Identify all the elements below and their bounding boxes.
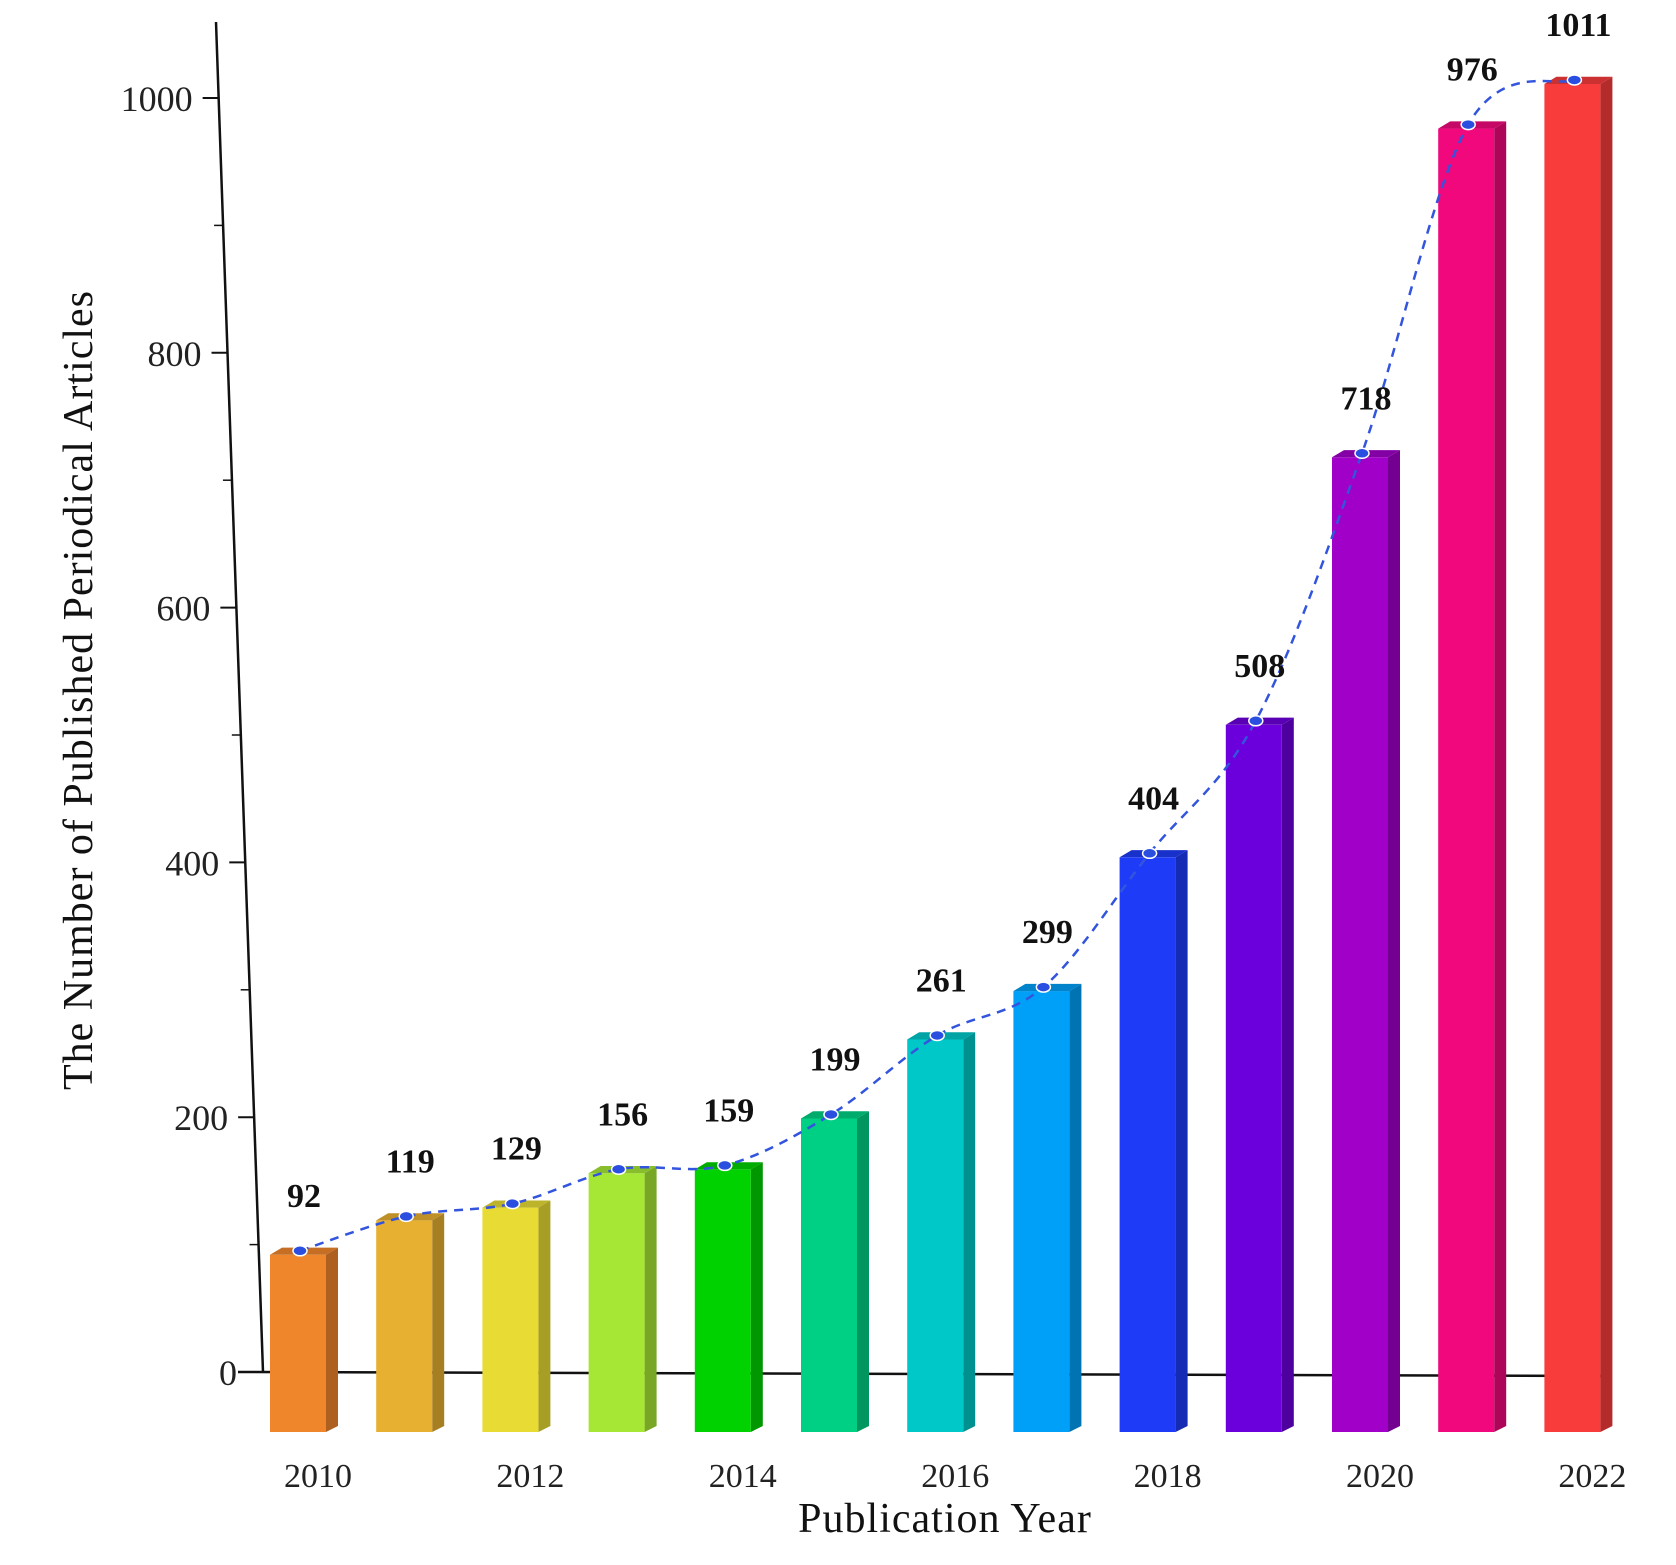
bar-2016 (907, 1039, 964, 1432)
data-label-2017: 299 (1022, 914, 1073, 951)
trend-point-2011 (398, 1210, 414, 1223)
trend-point-2010 (292, 1245, 308, 1257)
data-label-2010: 92 (287, 1178, 321, 1215)
y-tick-label-0: 0 (219, 1353, 237, 1393)
bar-side-2012 (538, 1200, 551, 1432)
bars-group (270, 76, 1613, 1433)
bar-side-2018 (1175, 850, 1188, 1432)
bar-2011 (376, 1220, 433, 1432)
data-label-2012: 129 (491, 1131, 542, 1168)
bar-side-2021 (1494, 121, 1507, 1433)
x-axis-title: Publication Year (798, 1496, 1092, 1542)
x-tick-label-2012: 2012 (496, 1458, 564, 1495)
bar-2017 (1013, 991, 1070, 1432)
bar-side-2014 (750, 1162, 763, 1432)
trend-point-2015 (823, 1108, 839, 1121)
y-tick-label-400: 400 (165, 843, 219, 883)
y-tick-label-1000: 1000 (121, 79, 193, 119)
x-tick-label-2020: 2020 (1346, 1458, 1414, 1495)
trend-point-2014 (717, 1159, 733, 1172)
labels-group: 92 119 129 156 159 199 261 299 404 508 718 976 1011 (287, 7, 1611, 1215)
x-tick-label-2022: 2022 (1558, 1458, 1626, 1495)
trend-line-group (292, 74, 1583, 1257)
data-label-2016: 261 (916, 962, 967, 999)
bar-2019 (1225, 724, 1282, 1432)
data-label-2013: 156 (597, 1096, 648, 1133)
data-label-2014: 159 (703, 1092, 754, 1129)
x-tick-label-2016: 2016 (921, 1458, 989, 1495)
y-tick-label-600: 600 (156, 589, 210, 629)
data-label-2018: 404 (1128, 780, 1179, 817)
axes: 0 200 400 600 800 1000 2010 2012 2014 2016 2018 202… (121, 21, 1626, 1495)
bar-2010 (270, 1254, 326, 1432)
y-axis-line (214, 21, 265, 1373)
trend-point-2022 (1566, 74, 1583, 86)
x-tick-label-2018: 2018 (1134, 1458, 1202, 1495)
trend-point-2017 (1035, 981, 1052, 993)
bar-2015 (801, 1118, 857, 1432)
trend-point-2021 (1460, 118, 1476, 131)
bar-2022 (1544, 83, 1601, 1433)
bar-2012 (482, 1207, 539, 1432)
bar-side-2015 (857, 1111, 869, 1432)
bar-2013 (588, 1173, 645, 1432)
y-tick-label-800: 800 (148, 334, 202, 374)
bar-side-2016 (963, 1032, 976, 1432)
x-tick-label-2014: 2014 (709, 1458, 777, 1495)
bar-2018 (1119, 857, 1176, 1432)
bar-side-2013 (644, 1166, 657, 1432)
y-tick-label-200: 200 (174, 1098, 228, 1138)
trend-point-2019 (1248, 715, 1264, 727)
y-axis-title: The Number of Published Periodical Artic… (56, 290, 102, 1090)
x-tick-label-2010: 2010 (284, 1458, 352, 1495)
bar-side-2020 (1388, 450, 1400, 1432)
trend-point-2012 (504, 1197, 521, 1210)
data-label-2020: 718 (1341, 380, 1392, 417)
data-label-2011: 119 (386, 1143, 435, 1180)
data-label-2015: 199 (810, 1041, 861, 1078)
bar-side-2011 (432, 1213, 445, 1432)
bar-side-2017 (1069, 983, 1082, 1432)
trend-point-2020 (1354, 447, 1370, 460)
trend-point-2013 (610, 1163, 627, 1176)
trend-line (299, 78, 1575, 1252)
trend-point-2016 (929, 1029, 945, 1042)
data-label-2019: 508 (1234, 648, 1285, 685)
data-label-2021: 976 (1447, 52, 1498, 89)
trend-point-2018 (1141, 847, 1158, 860)
bar-side-2010 (326, 1247, 338, 1432)
bar-2020 (1332, 457, 1388, 1432)
bar-2014 (694, 1169, 751, 1432)
data-label-2022: 1011 (1545, 7, 1611, 44)
bar-side-2019 (1281, 717, 1294, 1432)
bar-2021 (1438, 128, 1495, 1432)
bar-side-2022 (1600, 76, 1613, 1432)
